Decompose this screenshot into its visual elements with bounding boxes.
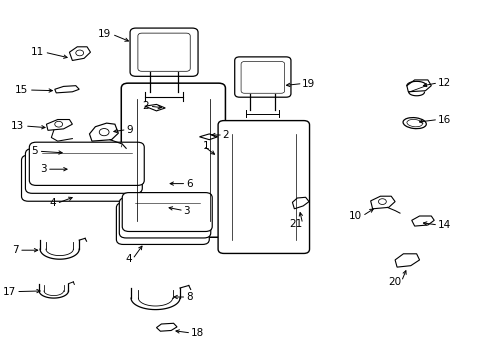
Text: 9: 9	[126, 125, 133, 135]
Text: 19: 19	[98, 29, 111, 39]
Text: 13: 13	[11, 121, 24, 131]
FancyBboxPatch shape	[29, 142, 144, 185]
Text: 15: 15	[15, 85, 28, 95]
Text: 2: 2	[222, 130, 229, 140]
Text: 16: 16	[437, 114, 450, 125]
FancyBboxPatch shape	[122, 193, 212, 231]
FancyBboxPatch shape	[119, 198, 210, 238]
Text: 6: 6	[185, 179, 192, 189]
Text: 21: 21	[288, 219, 302, 229]
Text: 4: 4	[125, 254, 132, 264]
Text: 18: 18	[190, 328, 203, 338]
Text: 12: 12	[437, 78, 450, 88]
FancyBboxPatch shape	[116, 203, 209, 244]
Text: 11: 11	[31, 47, 44, 57]
FancyBboxPatch shape	[234, 57, 290, 97]
Text: 8: 8	[185, 292, 192, 302]
Text: 2: 2	[142, 101, 149, 111]
Text: 10: 10	[348, 211, 361, 221]
FancyBboxPatch shape	[218, 121, 309, 253]
FancyBboxPatch shape	[130, 28, 198, 76]
Text: 20: 20	[387, 276, 400, 287]
Text: 19: 19	[302, 78, 315, 89]
Text: 5: 5	[31, 146, 38, 156]
Text: 17: 17	[2, 287, 16, 297]
Text: 3: 3	[183, 206, 190, 216]
Text: 3: 3	[40, 164, 46, 174]
FancyBboxPatch shape	[121, 83, 225, 237]
FancyBboxPatch shape	[25, 149, 142, 193]
Text: 4: 4	[49, 198, 56, 208]
Text: 14: 14	[437, 220, 450, 230]
Text: 1: 1	[203, 141, 209, 151]
Text: 7: 7	[12, 245, 19, 255]
FancyBboxPatch shape	[21, 155, 140, 201]
